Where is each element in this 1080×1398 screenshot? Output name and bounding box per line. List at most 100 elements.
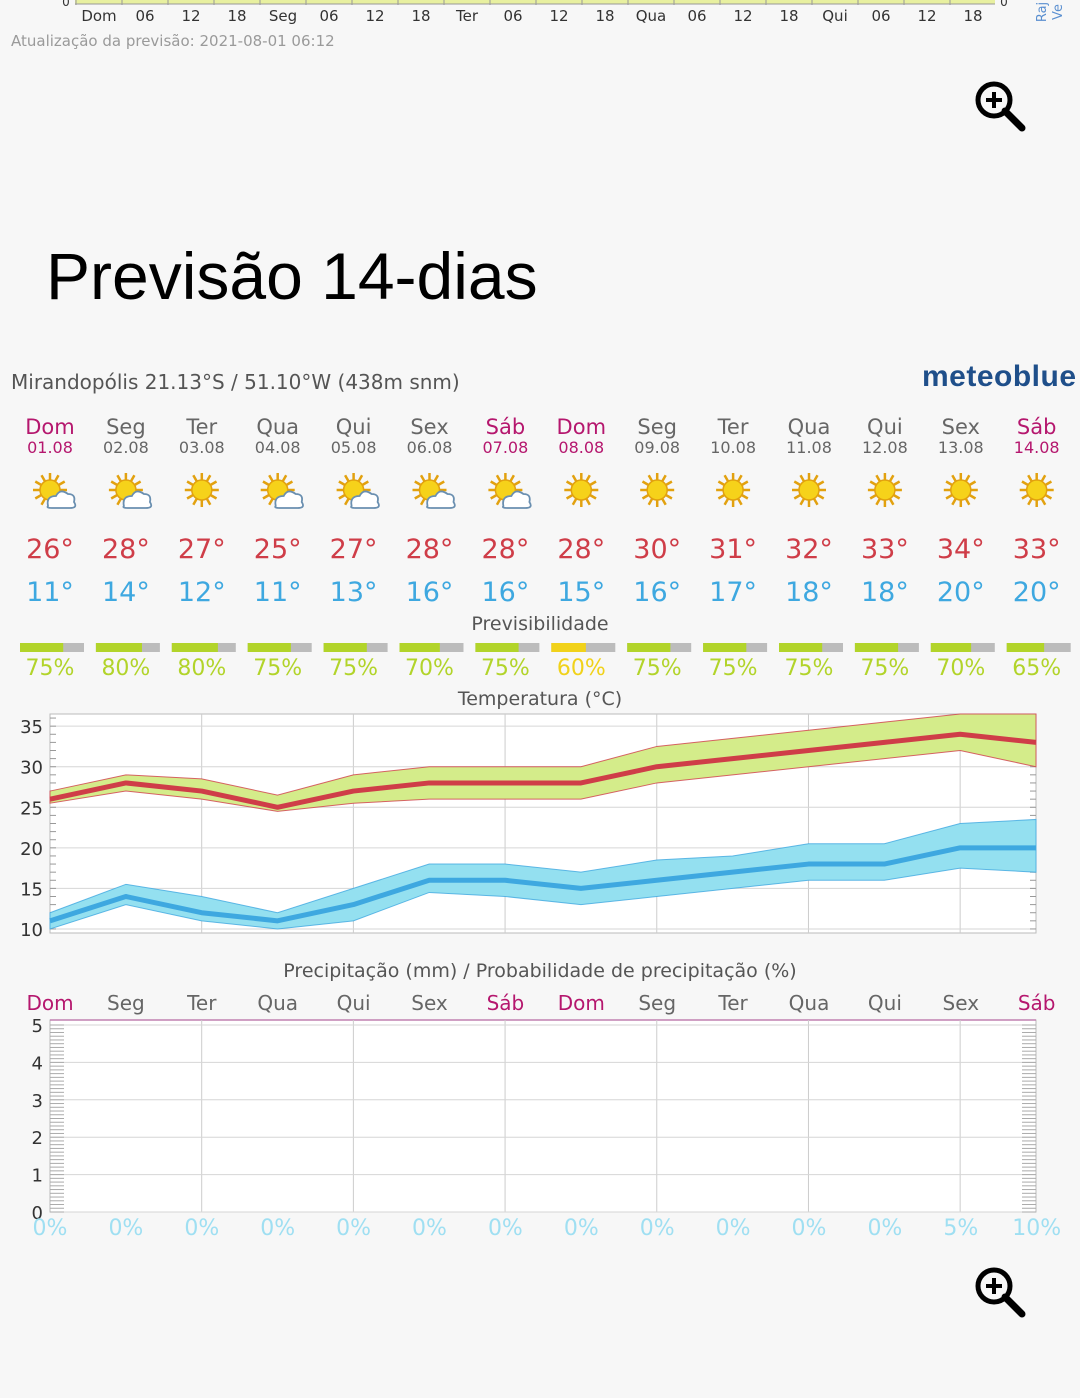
day-name-label: Qui (867, 415, 903, 439)
y-tick-label: 0 (32, 1203, 43, 1224)
top-axis-zero: 0 (1000, 0, 1008, 9)
top-axis-side-label: Ve (1051, 4, 1066, 20)
day-name-label: Qui (336, 415, 372, 439)
sun-ray (116, 498, 122, 506)
sun-ray (793, 480, 801, 487)
predictability-bar (703, 643, 747, 652)
sun-ray (1040, 474, 1047, 482)
precip-day-label: Ter (717, 991, 748, 1015)
precip-probability-label: 0% (412, 1216, 447, 1241)
sun-ray (357, 474, 364, 482)
sun-ray (344, 474, 350, 482)
predictability-label: 75% (860, 656, 909, 681)
max-temperature-label: 33° (1013, 534, 1061, 565)
sun-ray (585, 498, 591, 506)
sun-ray (888, 474, 895, 482)
sun-ray (110, 493, 118, 500)
day-name-label: Sáb (1017, 415, 1057, 439)
sun-ray (1040, 498, 1047, 506)
max-temperature-label: 31° (709, 534, 757, 565)
sun-ray (110, 480, 118, 487)
zoom-in-icon[interactable] (970, 1262, 1030, 1322)
precip-day-label: Qua (257, 991, 298, 1015)
sun-cloud-icon (108, 473, 153, 509)
sun-ray (571, 498, 578, 506)
sun-ray (951, 498, 957, 506)
predictability-label: 75% (633, 656, 682, 681)
predictability-title: Previsibilidade (471, 613, 608, 635)
sun-ray (589, 480, 597, 487)
day-date-label: 01.08 (27, 438, 73, 457)
predictability-label: 75% (26, 656, 75, 681)
sun-ray (665, 480, 673, 487)
sun-ray (737, 474, 743, 482)
sun-disc (1025, 479, 1048, 501)
precip-probability-label: 0% (108, 1216, 143, 1241)
min-temperature-label: 16° (406, 577, 454, 608)
sun-ray (585, 474, 591, 482)
min-temperature-label: 16° (481, 577, 529, 608)
sun-ray (875, 474, 881, 482)
tmax-range-band (49, 713, 1037, 812)
precip-probability-label: 0% (792, 1216, 827, 1241)
min-temperature-label: 16° (633, 577, 681, 608)
sun-icon (640, 473, 675, 507)
zoom-in-icon[interactable] (970, 76, 1030, 136)
top-axis-label: Dom (81, 7, 116, 25)
predictability-bar (20, 643, 64, 652)
sun-ray (34, 493, 42, 500)
sun-ray (338, 480, 346, 487)
day-name-label: Dom (557, 415, 606, 439)
predictability-label: 75% (785, 656, 834, 681)
top-axis-zero: 0 (62, 0, 70, 9)
sun-ray (661, 498, 667, 506)
max-temperature-label: 27° (178, 534, 226, 565)
sun-ray (490, 493, 498, 500)
precip-probability-label: 0% (260, 1216, 295, 1241)
sun-ray (281, 474, 288, 482)
precipitation-plot-area (49, 1019, 1037, 1213)
sun-ray (964, 498, 971, 506)
y-tick-label: 25 (20, 798, 43, 819)
min-temperature-label: 12° (178, 577, 226, 608)
day-date-label: 11.08 (786, 438, 832, 457)
forecast-14-day-chart[interactable]: Dom01.0826°11°Seg02.0828°14°Ter03.0827°1… (0, 400, 1080, 1260)
max-temperature-label: 28° (557, 534, 605, 565)
min-temperature-label: 11° (254, 577, 302, 608)
day-name-label: Seg (106, 415, 146, 439)
sun-ray (1027, 498, 1033, 506)
predictability-bar (779, 643, 823, 652)
precip-probability-label: 0% (336, 1216, 371, 1241)
day-date-label: 10.08 (710, 438, 756, 457)
sun-ray (968, 480, 977, 487)
sun-ray (433, 474, 440, 482)
top-axis-label: 06 (503, 7, 522, 25)
precip-probability-label: 0% (867, 1216, 902, 1241)
max-temperature-label: 25° (254, 534, 302, 565)
sun-ray (186, 480, 194, 487)
day-date-label: 02.08 (103, 438, 149, 457)
sun-ray (495, 474, 502, 482)
top-hourly-axis: 0 0 Dom 06 12 18 Seg 06 12 18 Ter 06 12 18 Qua 06 12 18 Qu… (62, 0, 1066, 25)
precip-day-label: Seg (107, 991, 145, 1015)
meteoblue-logo[interactable]: meteoblue (922, 360, 1077, 393)
y-tick-label: 10 (20, 920, 43, 941)
precip-day-label: Dom (26, 991, 73, 1015)
sun-ray (414, 480, 422, 487)
day-date-label: 14.08 (1014, 438, 1060, 457)
precip-probability-label: 0% (488, 1216, 523, 1241)
precip-probability-label: 0% (716, 1216, 751, 1241)
day-name-label: Qua (256, 415, 299, 439)
min-temperature-label: 14° (102, 577, 150, 608)
top-axis-label: 18 (963, 7, 982, 25)
sun-ray (116, 474, 122, 482)
cloud-shape (501, 490, 532, 509)
sun-ray (661, 474, 667, 482)
top-axis-band (75, 0, 995, 4)
top-axis-label: 18 (227, 7, 246, 25)
sun-cloud-icon (260, 473, 304, 509)
top-axis-label: 12 (181, 7, 200, 25)
top-axis-label: 12 (549, 7, 568, 25)
predictability-bar (854, 643, 899, 652)
top-axis-label: 18 (411, 7, 430, 25)
